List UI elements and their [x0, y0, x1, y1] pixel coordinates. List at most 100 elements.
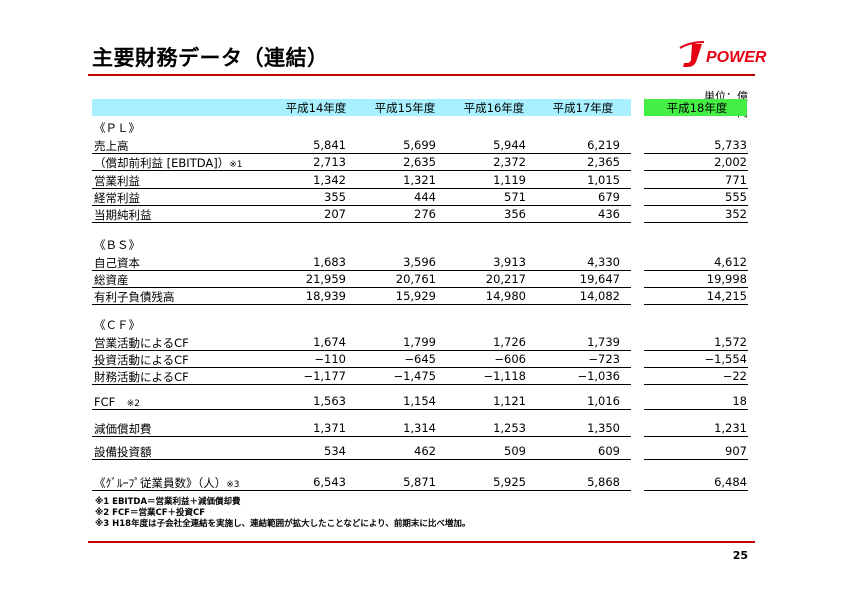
col-header-fy16: 平成16年度: [463, 101, 525, 115]
row-underline: [644, 287, 748, 288]
row-label: 財務活動によるCF: [94, 369, 189, 385]
table-cell: 2,635: [403, 155, 436, 169]
table-cell: 571: [504, 190, 526, 204]
table-cell: 5,871: [403, 475, 436, 489]
table-cell: −606: [494, 352, 526, 366]
row-label-text: 有利子負債残高: [94, 290, 175, 304]
table-cell: 19,647: [579, 272, 620, 286]
row-label-text: 経常利益: [94, 191, 140, 205]
table-cell: −645: [404, 352, 436, 366]
table-cell: 1,342: [313, 173, 346, 187]
row-underline: [92, 205, 631, 206]
table-cell: 14,215: [706, 289, 747, 303]
table-cell: 679: [598, 190, 620, 204]
row-label-text: 減価償却費: [94, 422, 152, 436]
table-cell: 1,683: [313, 255, 346, 269]
row-label-text: 売上高: [94, 139, 129, 153]
row-label: 営業活動によるCF: [94, 335, 189, 351]
table-cell: 21,959: [305, 272, 346, 286]
table-cell: 18,939: [305, 289, 346, 303]
table-cell: 5,925: [493, 475, 526, 489]
table-cell: 2,365: [587, 155, 620, 169]
row-label: 自己資本: [94, 255, 140, 271]
row-underline: [92, 367, 631, 368]
table-cell: 1,253: [493, 421, 526, 435]
table-cell: 5,868: [587, 475, 620, 489]
table-cell: 462: [414, 444, 436, 458]
table-cell: 534: [324, 444, 346, 458]
row-label: 有利子負債残高: [94, 289, 175, 305]
table-cell: 1,739: [587, 335, 620, 349]
row-label-text: 総資産: [94, 273, 129, 287]
row-underline: [644, 384, 748, 385]
table-cell: 2,372: [493, 155, 526, 169]
table-cell: 1,321: [403, 173, 436, 187]
table-cell: 771: [725, 173, 747, 187]
row-underline: [92, 490, 631, 491]
table-cell: 3,913: [493, 255, 526, 269]
row-label-text: 営業利益: [94, 174, 140, 188]
table-cell: 20,217: [485, 272, 526, 286]
row-underline: [644, 222, 748, 223]
logo-text: POWER: [706, 49, 767, 66]
table-cell: 18: [732, 394, 747, 408]
table-cell: −110: [314, 352, 346, 366]
row-underline: [92, 170, 631, 171]
row-label-text: 投資活動によるCF: [94, 353, 189, 367]
row-label: （償却前利益 [EBITDA]）※1: [94, 155, 243, 171]
row-underline: [92, 188, 631, 189]
page-number: 25: [732, 549, 748, 562]
row-underline: [644, 490, 748, 491]
header-band-fy18: [644, 99, 747, 116]
table-cell: −1,036: [577, 369, 620, 383]
table-cell: 1,350: [587, 421, 620, 435]
row-underline: [92, 350, 631, 351]
table-cell: −1,475: [393, 369, 436, 383]
table-cell: 609: [598, 444, 620, 458]
table-cell: 276: [414, 207, 436, 221]
row-label-text: （償却前利益 [EBITDA]）: [94, 156, 230, 170]
table-cell: 5,944: [493, 138, 526, 152]
table-cell: 5,699: [403, 138, 436, 152]
table-cell: 1,016: [587, 394, 620, 408]
header-band: [92, 99, 631, 116]
table-cell: 1,154: [403, 394, 436, 408]
row-underline: [92, 409, 631, 410]
table-cell: 2,713: [313, 155, 346, 169]
col-header-fy17: 平成17年度: [552, 101, 614, 115]
row-underline: [644, 153, 748, 154]
table-cell: −723: [588, 352, 620, 366]
row-underline: [644, 170, 748, 171]
footnotes: ※1 EBITDA＝営業利益＋減価償却費 ※2 FCF＝営業CF＋投資CF ※3…: [95, 497, 470, 530]
table-cell: 14,980: [485, 289, 526, 303]
row-underline: [644, 188, 748, 189]
row-note: ※3: [226, 480, 240, 490]
row-label: 設備投資額: [94, 444, 152, 460]
col-header-fy18: 平成18年度: [666, 101, 728, 115]
table-cell: 1,572: [714, 335, 747, 349]
table-cell: 1,015: [587, 173, 620, 187]
table-cell: 1,563: [313, 394, 346, 408]
table-cell: 4,612: [714, 255, 747, 269]
footnote: ※2 FCF＝営業CF＋投資CF: [95, 508, 206, 518]
row-label-text: 営業活動によるCF: [94, 336, 189, 350]
j-mark-icon: [683, 44, 702, 67]
row-label: 売上高: [94, 138, 129, 154]
row-underline: [644, 350, 748, 351]
col-header-fy15: 平成15年度: [374, 101, 436, 115]
jpower-logo: POWER: [679, 41, 767, 67]
table-cell: 1,371: [313, 421, 346, 435]
page-title: 主要財務データ（連結）: [92, 46, 329, 70]
row-label-text: 《ｸﾞﾙｰﾌﾟ従業員数》（人）: [94, 476, 227, 490]
table-cell: −1,118: [483, 369, 526, 383]
table-cell: 355: [324, 190, 346, 204]
row-label-text: 設備投資額: [94, 445, 152, 459]
row-underline: [92, 384, 631, 385]
table-cell: 6,543: [313, 475, 346, 489]
row-underline: [644, 436, 748, 437]
row-label: 減価償却費: [94, 421, 152, 437]
table-cell: 6,219: [587, 138, 620, 152]
table-cell: 555: [725, 190, 747, 204]
table-cell: 20,761: [395, 272, 436, 286]
row-underline: [92, 222, 631, 223]
